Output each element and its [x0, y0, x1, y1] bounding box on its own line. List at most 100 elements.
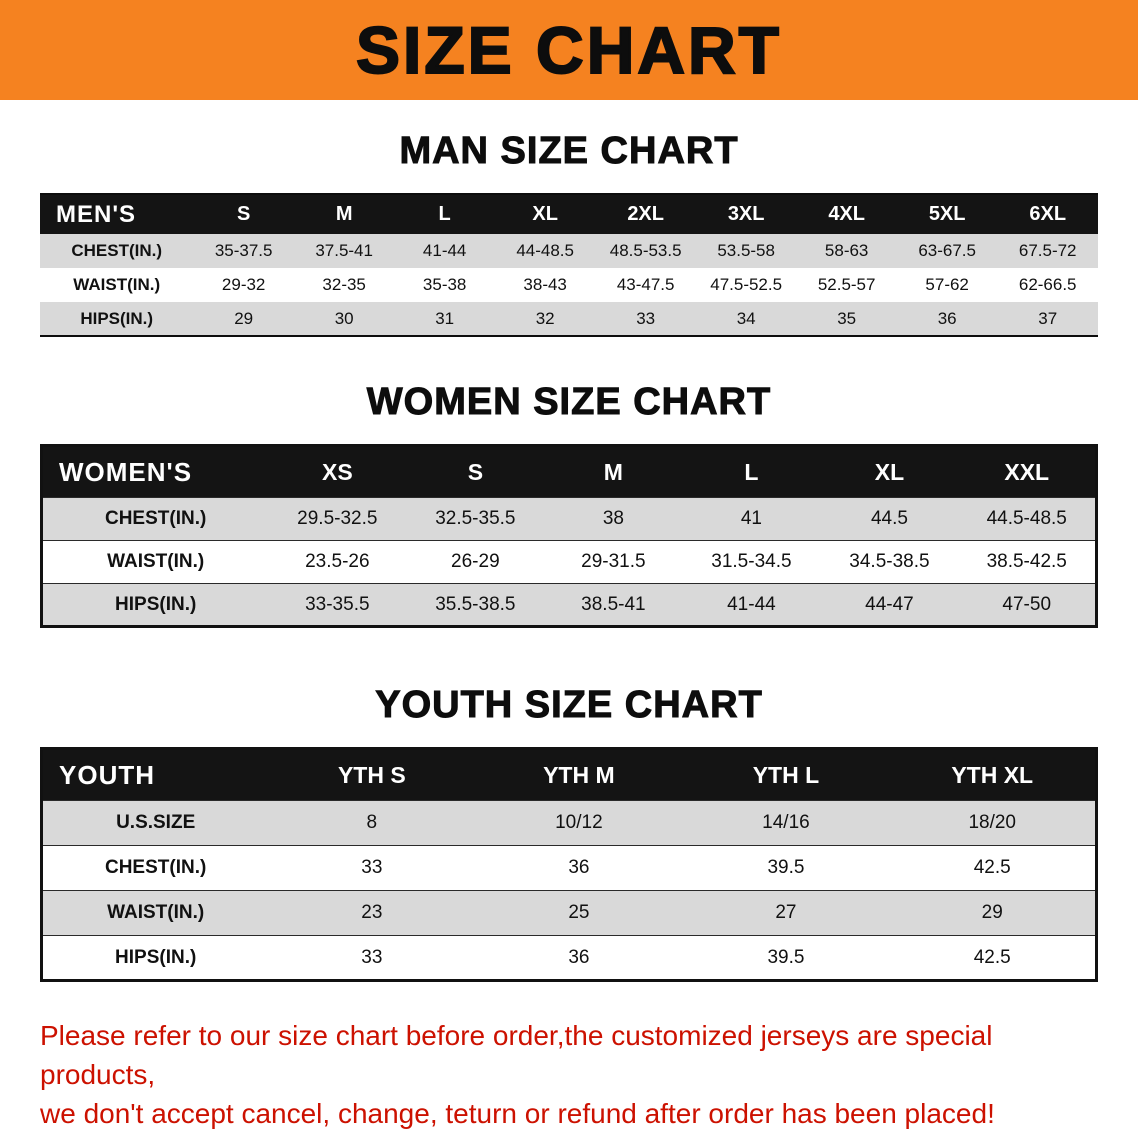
size-value-cell: 8	[366, 812, 378, 833]
table-row: CHEST(IN.) 35-37.5 37.5-41 41-44 44-48.5 48.5…	[40, 234, 1098, 268]
size-value-cell: 53.5-58	[717, 241, 775, 260]
size-value-cell: 32-35	[322, 275, 366, 294]
size-value-cell: 38	[602, 508, 624, 529]
banner: SIZE CHART	[0, 0, 1138, 100]
size-value-cell: 35	[837, 308, 857, 328]
size-chart-section: YOUTH SIZE CHART YOUTH YTH S YTH M YTH L YTH…	[0, 684, 1138, 982]
table-row: HIPS(IN.) 33 36 39.5 42.5	[41, 935, 1097, 981]
table-row: HIPS(IN.) 33-35.5 35.5-38.5 38.5-41 41-44 44-…	[41, 583, 1097, 627]
table-row: HIPS(IN.) 29 30 31 32 33 34 35 36 37	[40, 302, 1098, 336]
size-value-cell: 41-44	[727, 593, 776, 615]
column-header: M	[293, 194, 395, 234]
column-header: YTH XL	[889, 748, 1097, 801]
table-header-row: MEN'S S M L XL 2XL 3XL 4XL 5XL 6XL	[40, 194, 1098, 234]
row-label: CHEST(IN.)	[71, 241, 163, 260]
size-value-cell: 31.5-34.5	[711, 551, 792, 572]
size-value-cell: 39.5	[767, 857, 805, 878]
row-label: CHEST(IN.)	[104, 508, 207, 529]
size-value-cell: 37	[1038, 308, 1058, 328]
size-value-cell: 38-43	[523, 275, 567, 294]
column-header: XL	[820, 445, 959, 498]
size-value-cell: 38.5-42.5	[986, 551, 1067, 572]
table-header-row: YOUTH YTH S YTH M YTH L YTH XL	[41, 748, 1097, 801]
footer-notice: Please refer to our size chart before or…	[40, 1016, 1098, 1134]
size-value-cell: 35-37.5	[214, 241, 273, 260]
size-value-cell: 10/12	[555, 812, 603, 833]
size-value-cell: 47.5-52.5	[710, 275, 783, 294]
column-header: 6XL	[997, 194, 1098, 234]
size-value-cell: 29	[234, 308, 254, 328]
table-title-cell: MEN'S	[40, 194, 194, 234]
size-value-cell: 41	[740, 508, 762, 529]
size-value-cell: 26-29	[451, 551, 500, 572]
size-value-cell: 67.5-72	[1018, 241, 1077, 260]
size-value-cell: 37.5-41	[315, 241, 373, 260]
size-chart-section: MAN SIZE CHART MEN'S S M L XL 2XL 3XL 4XL 5XL 6XL…	[0, 130, 1138, 337]
page-title: SIZE CHART	[355, 12, 782, 88]
column-header: YTH M	[475, 748, 683, 801]
size-value-cell: 31	[435, 308, 455, 328]
size-value-cell: 57-62	[925, 275, 969, 294]
column-header: XXL	[958, 445, 1097, 498]
row-label: HIPS(IN.)	[80, 308, 154, 328]
size-value-cell: 27	[775, 902, 797, 923]
sections: MAN SIZE CHART MEN'S S M L XL 2XL 3XL 4XL 5XL 6XL…	[0, 130, 1138, 982]
size-value-cell: 44.5	[870, 508, 908, 529]
size-value-cell: 47-50	[1002, 593, 1052, 615]
column-header: L	[394, 194, 495, 234]
size-value-cell: 34	[736, 308, 756, 328]
size-value-cell: 44.5-48.5	[986, 508, 1067, 529]
table-row: CHEST(IN.) 33 36 39.5 42.5	[41, 845, 1097, 891]
size-value-cell: 23	[361, 902, 383, 923]
table-title-cell: YOUTH	[41, 748, 269, 801]
table-row: WAIST(IN.) 29-32 32-35 35-38 38-43 43-47.5 47.…	[40, 268, 1098, 302]
size-value-cell: 35-38	[422, 275, 467, 294]
size-value-cell: 63-67.5	[918, 241, 976, 260]
size-value-cell: 29.5-32.5	[297, 508, 378, 529]
size-value-cell: 33	[361, 857, 383, 878]
size-value-cell: 58-63	[824, 241, 869, 260]
size-value-cell: 32.5-35.5	[435, 508, 516, 529]
size-value-cell: 62-66.5	[1018, 275, 1077, 294]
notice-line-2: we don't accept cancel, change, teturn o…	[40, 1098, 995, 1130]
column-header: 5XL	[896, 194, 998, 234]
size-value-cell: 32	[535, 308, 555, 328]
table-body: CHEST(IN.) 29.5-32.5 32.5-35.5 38 41 44.5 44.5…	[41, 497, 1097, 627]
size-value-cell: 36	[568, 946, 590, 968]
column-header: XS	[268, 445, 407, 498]
table-row: CHEST(IN.) 29.5-32.5 32.5-35.5 38 41 44.5 44.5…	[41, 497, 1097, 541]
notice-line-1: Please refer to our size chart before or…	[40, 1020, 993, 1091]
size-value-cell: 44-47	[865, 593, 914, 615]
size-value-cell: 29-31.5	[581, 551, 646, 572]
column-header: M	[544, 445, 683, 498]
size-table: WOMEN'S XS S M L XL XXL CHEST(IN.) 29.5-32.5 32.…	[40, 444, 1098, 628]
size-value-cell: 25	[568, 902, 590, 923]
section-heading: MAN SIZE CHART	[399, 130, 739, 173]
row-label: WAIST(IN.)	[73, 275, 161, 294]
column-header: S	[193, 194, 294, 234]
table-title-cell: WOMEN'S	[41, 445, 269, 498]
size-value-cell: 35.5-38.5	[435, 593, 516, 615]
size-value-cell: 29-32	[221, 275, 266, 294]
size-value-cell: 42.5	[973, 857, 1011, 878]
size-value-cell: 39.5	[767, 946, 805, 968]
size-value-cell: 44-48.5	[516, 241, 574, 260]
size-value-cell: 52.5-57	[817, 275, 876, 294]
size-value-cell: 33	[636, 308, 656, 328]
size-value-cell: 36	[568, 857, 590, 878]
size-value-cell: 36	[937, 308, 957, 328]
table-row: U.S.SIZE 8 10/12 14/16 18/20	[41, 800, 1097, 846]
column-header: YTH L	[682, 748, 890, 801]
table-body: CHEST(IN.) 35-37.5 37.5-41 41-44 44-48.5 48.5…	[40, 234, 1098, 336]
table-row: WAIST(IN.) 23.5-26 26-29 29-31.5 31.5-34.5 34…	[41, 540, 1097, 584]
size-value-cell: 34.5-38.5	[849, 551, 930, 572]
size-table: MEN'S S M L XL 2XL 3XL 4XL 5XL 6XL CHEST(IN.) 35-3…	[40, 193, 1098, 337]
size-value-cell: 41-44	[422, 241, 467, 260]
size-value-cell: 43-47.5	[616, 275, 675, 294]
column-header: YTH S	[268, 748, 476, 801]
row-label: HIPS(IN.)	[115, 946, 197, 968]
size-chart-section: WOMEN SIZE CHART WOMEN'S XS S M L XL XXL CHEST…	[0, 381, 1138, 628]
table-header-row: WOMEN'S XS S M L XL XXL	[41, 445, 1097, 498]
column-header: 4XL	[796, 194, 897, 234]
